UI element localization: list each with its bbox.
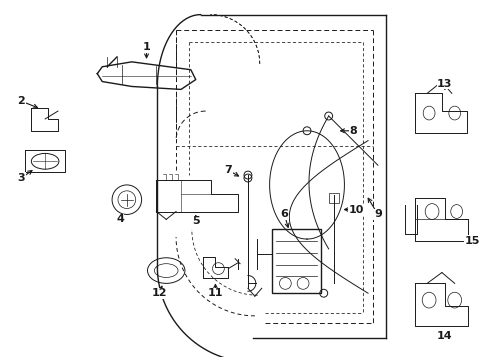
Text: 8: 8 — [349, 126, 356, 136]
Bar — [328, 193, 338, 203]
Text: 3: 3 — [18, 173, 25, 183]
Text: 6: 6 — [280, 210, 288, 220]
Text: 10: 10 — [348, 204, 363, 215]
Text: 2: 2 — [18, 96, 25, 106]
Text: 5: 5 — [192, 216, 199, 226]
Text: 4: 4 — [116, 215, 123, 224]
Text: 14: 14 — [436, 330, 452, 341]
Text: 11: 11 — [207, 288, 223, 298]
Text: 13: 13 — [436, 78, 451, 89]
Text: 12: 12 — [151, 288, 167, 298]
Text: 1: 1 — [142, 42, 150, 52]
Bar — [271, 229, 320, 293]
Text: 9: 9 — [373, 210, 381, 220]
Text: 7: 7 — [224, 165, 232, 175]
Text: 15: 15 — [464, 236, 479, 246]
